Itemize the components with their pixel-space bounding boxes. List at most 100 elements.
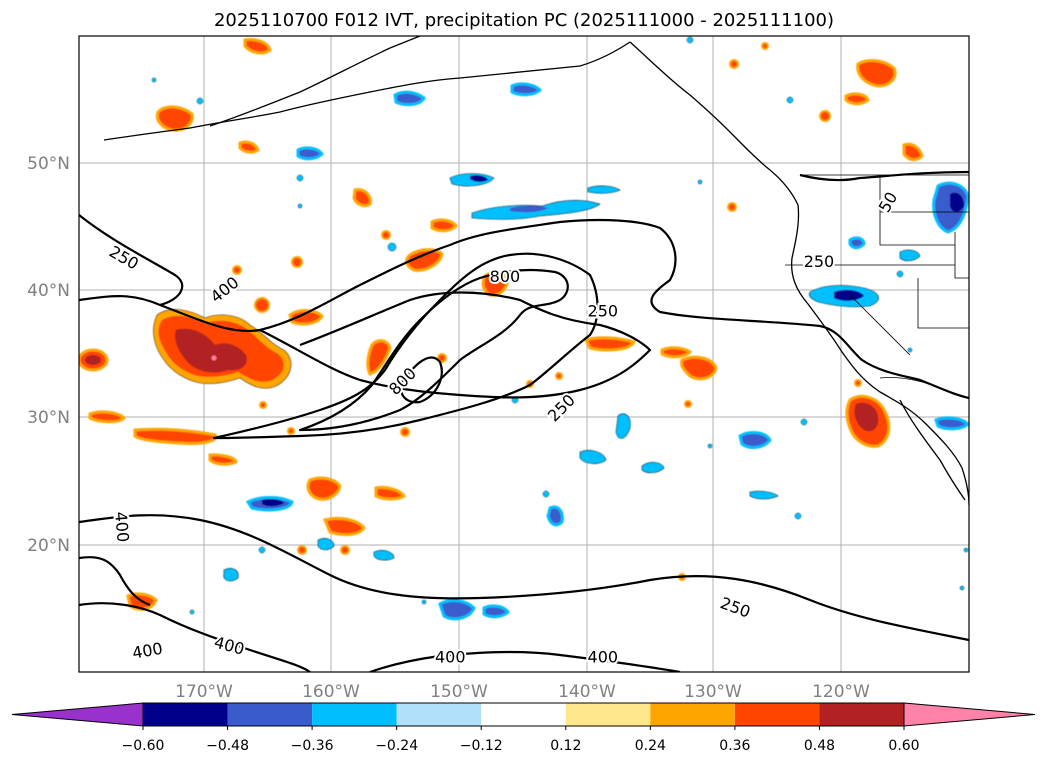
- colorbar-segment: [650, 703, 735, 726]
- colorbar-frame: [142, 702, 905, 727]
- ivt-contour-label: 400: [111, 511, 133, 543]
- precip-positive-region: [133, 427, 218, 445]
- alaska-coast-north: [209, 36, 421, 127]
- colorbar-tick-label: 0.60: [888, 738, 919, 754]
- ivt-contour-label: 400: [435, 648, 466, 667]
- y-tick-label: 40°N: [27, 281, 70, 301]
- bc-coast: [629, 41, 969, 506]
- alaska-coast: [103, 41, 631, 141]
- ivt-contour-400-south2: [79, 602, 311, 672]
- colorbar-extend-max: [903, 702, 1036, 727]
- precip-negative-region: [470, 175, 488, 182]
- colorbar-tick-label: 0.48: [804, 738, 835, 754]
- colorbar-tick-label: −0.60: [122, 738, 165, 754]
- precip-negative-region: [899, 249, 921, 262]
- precip-positive-region: [243, 38, 272, 55]
- x-tick-label: 150°W: [430, 682, 488, 702]
- precip-small-negative-dots: [151, 36, 969, 615]
- precip-negative-region: [393, 90, 426, 107]
- precip-positive-region: [430, 218, 458, 233]
- ivt-contour-label: 250: [804, 252, 835, 271]
- precip-positive-region: [238, 140, 260, 154]
- y-tick-label: 20°N: [27, 536, 70, 556]
- colorbar-segment: [143, 703, 228, 726]
- colorbar-segment: [734, 703, 820, 726]
- gridlines: [79, 36, 969, 672]
- precip-negative-region: [438, 599, 476, 621]
- ivt-contour-250-south: [79, 514, 969, 642]
- precip-negative-region: [510, 82, 543, 97]
- y-axis-ticks: 20°N 30°N 40°N 50°N: [27, 154, 70, 556]
- precip-positive-region: [854, 402, 879, 432]
- y-tick-label: 50°N: [27, 154, 70, 174]
- precip-pc-shading: [79, 36, 969, 621]
- precip-positive-region: [366, 339, 392, 376]
- precip-negative-region: [641, 462, 665, 474]
- precip-negative-region: [749, 490, 779, 500]
- ivt-contour-label: 800: [490, 267, 521, 286]
- ivt-contour-400-south3: [369, 650, 681, 672]
- colorbar-segment: [396, 703, 482, 726]
- precip-positive-region: [322, 516, 366, 537]
- colorbar-tick-label: 0.36: [719, 738, 750, 754]
- ivt-contour-250-main: [79, 218, 969, 400]
- precip-negative-region: [950, 192, 964, 212]
- precip-positive-region: [288, 309, 324, 326]
- colorbar-tick-label: −0.36: [291, 738, 334, 754]
- precip-positive-region: [902, 142, 924, 162]
- precip-negative-region: [262, 499, 284, 507]
- y-tick-label: 30°N: [27, 408, 70, 428]
- precip-positive-region: [208, 453, 238, 466]
- ivt-contour-coast: [799, 170, 969, 182]
- x-tick-label: 160°W: [302, 682, 360, 702]
- precip-positive-region: [85, 355, 101, 365]
- precip-negative-region: [373, 550, 395, 561]
- colorbar-tick-label: −0.24: [375, 738, 418, 754]
- ivt-contour-800-inner: [399, 356, 443, 404]
- colorbar-segment: [227, 703, 313, 726]
- state-borders: [785, 175, 969, 356]
- precip-negative-region: [223, 568, 239, 582]
- precip-positive-region: [175, 328, 247, 373]
- ivt-contour-label: 400: [588, 648, 619, 667]
- precip-positive-region: [660, 346, 693, 359]
- colorbar-segment: [819, 703, 904, 726]
- precip-negative-region: [848, 236, 866, 250]
- precip-negative-region: [615, 413, 631, 439]
- precip-negative-region: [579, 450, 607, 464]
- ivt-contours: [79, 170, 969, 672]
- ivt-contour-250: [79, 214, 184, 307]
- x-tick-label: 130°W: [684, 682, 742, 702]
- precip-negative-region: [587, 185, 621, 194]
- precip-positive-region: [844, 92, 870, 106]
- precip-negative-region: [546, 505, 564, 527]
- precip-positive-region: [374, 486, 407, 501]
- map-frame: [78, 35, 970, 673]
- colorbar-tick-label: −0.48: [206, 738, 249, 754]
- precip-positive-region: [856, 59, 897, 88]
- us-mexico-border: [879, 377, 969, 399]
- x-tick-label: 120°W: [812, 682, 870, 702]
- colorbar-tick-label: −0.12: [460, 738, 503, 754]
- precip-negative-region: [510, 205, 548, 213]
- precip-positive-region: [155, 105, 194, 132]
- x-tick-label: 140°W: [558, 682, 616, 702]
- colorbar-segment: [565, 703, 651, 726]
- chart-title: 2025110700 F012 IVT, precipitation PC (2…: [214, 10, 834, 31]
- precip-positive-region: [306, 476, 342, 501]
- precip-positive-region: [211, 355, 217, 361]
- x-tick-label: 170°W: [175, 682, 233, 702]
- ivt-contour-800: [298, 268, 569, 432]
- precip-negative-region: [317, 538, 335, 551]
- baja-coast: [899, 399, 966, 501]
- colorbar-segment: [481, 703, 566, 726]
- colorbar-tick-label: 0.24: [635, 738, 666, 754]
- precip-negative-region: [482, 604, 510, 619]
- colorbar-extend-min: [11, 702, 144, 727]
- ivt-contour-250-ring: [259, 291, 652, 399]
- precip-positive-region: [88, 410, 127, 424]
- colorbar-segment: [312, 703, 397, 726]
- precip-negative-region: [738, 431, 772, 449]
- precip-positive-region: [352, 188, 372, 208]
